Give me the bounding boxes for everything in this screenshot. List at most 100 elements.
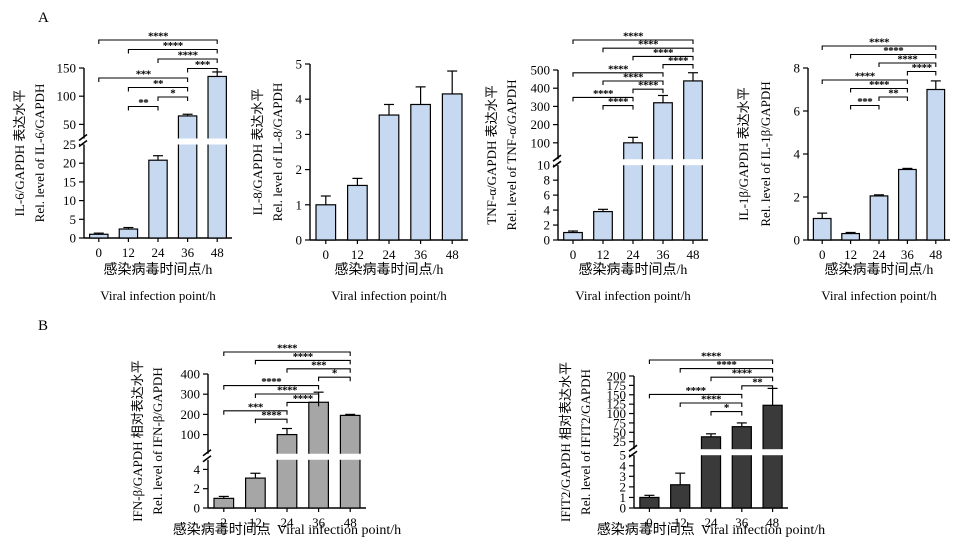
y-tick-label: 4	[194, 462, 201, 477]
axis-break-slash	[552, 160, 562, 168]
y-tick-label: 400	[181, 367, 201, 382]
axis-break-band	[85, 138, 232, 145]
bar	[207, 75, 227, 239]
y-axis-label: IFN-β/GAPDH 相对表达水平	[130, 360, 145, 522]
y-tick-label: 25	[63, 137, 76, 152]
axis-break-slash	[628, 444, 638, 452]
y-tick-label: 1	[620, 490, 627, 505]
bar	[118, 228, 139, 239]
significance-bracket	[127, 105, 159, 111]
x-tick-label: 48	[211, 245, 224, 260]
bar	[177, 115, 198, 239]
y-tick-label: 100	[181, 427, 201, 442]
y-tick-label: 6	[794, 104, 801, 119]
significance-bracket	[878, 96, 908, 101]
axis-break-gap	[554, 159, 562, 166]
x-tick-label: 48	[446, 247, 459, 262]
significance-label: ****	[623, 72, 644, 84]
significance-bracket	[98, 39, 218, 44]
x-tick-label: 0	[570, 247, 577, 262]
x-tick-label: 24	[627, 247, 641, 262]
significance-label: ****	[261, 376, 282, 388]
significance-bracket	[127, 86, 189, 92]
y-tick-label: 8	[544, 173, 551, 188]
y-tick-label: 75	[613, 415, 626, 430]
significance-label: ****	[701, 394, 722, 406]
bar	[378, 114, 400, 241]
y-axis-label: IFIT2/GAPDH 相对表达水平	[558, 362, 573, 522]
bar	[841, 232, 861, 241]
x-tick-label: 12	[674, 515, 687, 530]
significance-label: ****	[623, 31, 644, 43]
y-axis-label-en: Rel. level of IFIT2/GAPDH	[578, 369, 593, 515]
y-tick-label: 5	[620, 448, 627, 463]
significance-bracket	[127, 48, 218, 54]
y-tick-label: 6	[544, 188, 551, 203]
significance-bracket	[254, 418, 288, 424]
x-tick-label: 48	[929, 247, 942, 262]
axis-break-band	[559, 159, 708, 166]
y-axis-label: IL-6/GAPDH 表达水平	[12, 90, 27, 217]
y-tick-label: 175	[607, 378, 627, 393]
bar	[869, 195, 889, 241]
significance-bracket	[878, 62, 937, 67]
significance-bracket	[98, 77, 189, 82]
significance-bracket	[821, 45, 937, 50]
significance-bracket	[710, 411, 743, 416]
significance-label: ****	[869, 37, 890, 49]
significance-label: ***	[195, 59, 211, 71]
significance-label: ****	[653, 47, 674, 59]
significance-bracket	[572, 39, 694, 44]
significance-label: ***	[311, 359, 327, 371]
bar	[347, 184, 368, 241]
bar	[593, 210, 613, 241]
x-tick-label: 24	[281, 515, 295, 530]
significance-label: ****	[897, 54, 918, 66]
axis-break-gap	[204, 453, 212, 460]
y-tick-label: 2	[296, 162, 303, 177]
x-axis-label-en: Viral infection point/h	[575, 288, 691, 303]
x-tick-label: 36	[901, 247, 915, 262]
y-tick-label: 4	[794, 147, 801, 162]
significance-bracket	[648, 359, 774, 364]
y-tick-label: 5	[70, 212, 77, 227]
y-tick-label: 200	[531, 117, 551, 132]
x-tick-label: 36	[312, 515, 326, 530]
bar	[276, 433, 298, 509]
y-tick-label: 25	[613, 434, 626, 449]
x-axis-label: 感染病毒时间点/h	[825, 261, 934, 278]
bar	[563, 231, 583, 241]
axis-break-slash	[202, 455, 212, 463]
x-tick-label: 48	[687, 247, 700, 262]
x-tick-label: 36	[657, 247, 671, 262]
significance-bracket	[906, 70, 937, 76]
y-axis-label: IL-1β/GAPDH 表达水平	[736, 87, 751, 220]
significance-bracket	[286, 401, 320, 407]
significance-label: ***	[136, 69, 152, 81]
x-tick-label: 12	[597, 247, 610, 262]
x-tick-label: 24	[873, 247, 887, 262]
bar	[897, 168, 917, 241]
significance-bracket	[572, 96, 634, 102]
bar	[700, 436, 722, 509]
y-tick-label: 3	[620, 469, 627, 484]
significance-label: ****	[608, 63, 629, 75]
y-tick-label: 0	[620, 501, 627, 516]
y-tick-label: 0	[194, 501, 201, 516]
significance-label: ****	[716, 359, 737, 371]
significance-bracket	[157, 58, 218, 63]
significance-bracket	[632, 88, 664, 94]
y-axis-label-en: Rel. level of IFN-β/GAPDH	[150, 367, 165, 514]
significance-bracket	[602, 105, 634, 110]
significance-bracket	[662, 64, 694, 69]
x-axis-label: 感染病毒时间点 Viral infection point/h	[597, 521, 825, 538]
significance-bracket	[286, 368, 351, 373]
significance-label: ****	[163, 40, 184, 52]
significance-bracket	[602, 80, 664, 85]
significance-bracket	[821, 79, 908, 84]
significance-label: ****	[638, 39, 659, 51]
panel-label-a: A	[38, 10, 49, 26]
significance-bracket	[254, 393, 320, 398]
